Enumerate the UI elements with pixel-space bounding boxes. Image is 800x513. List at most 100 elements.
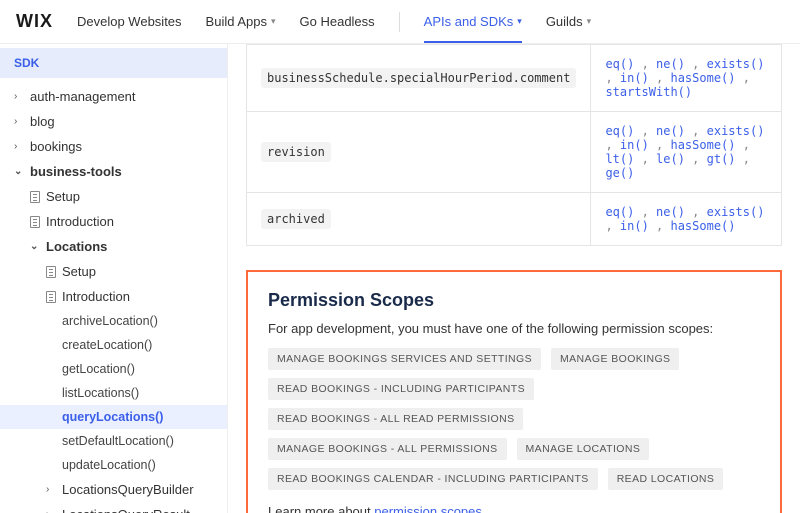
top-nav: WIX Develop Websites Build Apps ▾ Go Hea… (0, 0, 800, 44)
sidebar-item-business-tools[interactable]: ⌄ business-tools (0, 159, 227, 184)
filter-fn-link[interactable]: exists() (707, 205, 765, 219)
permission-tags: MANAGE BOOKINGS SERVICES AND SETTINGS MAN… (268, 348, 760, 490)
permission-tag: MANAGE LOCATIONS (517, 438, 650, 460)
nav-develop-websites[interactable]: Develop Websites (77, 14, 182, 29)
sidebar-item-label: business-tools (30, 164, 122, 179)
sidebar-item-bookings[interactable]: › bookings (0, 134, 227, 159)
separator: , (634, 152, 656, 166)
permission-tag: READ LOCATIONS (608, 468, 724, 490)
sidebar-item-label: LocationsQueryResult (62, 507, 190, 513)
sidebar-fn-item[interactable]: setDefaultLocation() (0, 429, 227, 453)
filter-fn-link[interactable]: exists() (707, 57, 765, 71)
sidebar-item-locations-intro[interactable]: Introduction (0, 284, 227, 309)
filter-fn-link[interactable]: ge() (605, 166, 634, 180)
nav-build-apps[interactable]: Build Apps ▾ (206, 14, 276, 29)
nav-label: Build Apps (206, 14, 267, 29)
sidebar-item-label: Setup (62, 264, 96, 279)
nav-apis-sdks[interactable]: APIs and SDKs ▾ (424, 14, 522, 43)
filter-fn-link[interactable]: eq() (605, 205, 634, 219)
sidebar-item-label: LocationsQueryBuilder (62, 482, 194, 497)
separator: , (634, 124, 656, 138)
permission-scopes-link[interactable]: permission scopes (374, 504, 482, 513)
sidebar-item-label: Introduction (62, 289, 130, 304)
sidebar-fn-item[interactable]: listLocations() (0, 381, 227, 405)
permission-tag: MANAGE BOOKINGS SERVICES AND SETTINGS (268, 348, 541, 370)
sidebar-fn-item[interactable]: createLocation() (0, 333, 227, 357)
filter-fn-link[interactable]: startsWith() (605, 85, 692, 99)
sidebar-item-label: queryLocations() (62, 410, 163, 424)
separator: , (685, 124, 707, 138)
sidebar-item-label: auth-management (30, 89, 136, 104)
filter-fn-link[interactable]: hasSome() (670, 71, 735, 85)
permission-desc: For app development, you must have one o… (268, 321, 760, 336)
filter-fn-link[interactable]: ne() (656, 57, 685, 71)
chevron-right-icon: › (14, 91, 24, 102)
filter-fn-link[interactable]: ne() (656, 205, 685, 219)
sidebar-item-label: createLocation() (62, 338, 152, 352)
chevron-down-icon: ▾ (517, 16, 522, 27)
filter-fn-link[interactable]: le() (656, 152, 685, 166)
separator: , (685, 152, 707, 166)
filter-fn-link[interactable]: hasSome() (670, 219, 735, 233)
permission-tag: READ BOOKINGS - ALL READ PERMISSIONS (268, 408, 523, 430)
permission-tag: MANAGE BOOKINGS (551, 348, 679, 370)
document-icon (46, 291, 56, 303)
filter-fn-link[interactable]: eq() (605, 124, 634, 138)
chevron-down-icon: ▾ (271, 16, 276, 27)
separator: , (634, 57, 656, 71)
filter-fn-link[interactable]: lt() (605, 152, 634, 166)
sidebar-item-introduction[interactable]: Introduction (0, 209, 227, 234)
sidebar-fn-item[interactable]: getLocation() (0, 357, 227, 381)
wix-logo[interactable]: WIX (16, 11, 53, 32)
chevron-down-icon: ▾ (587, 16, 592, 27)
filters-cell: eq() , ne() , exists() , in() , hasSome(… (591, 193, 782, 246)
filter-fn-link[interactable]: in() (620, 138, 649, 152)
field-cell: archived (247, 193, 591, 246)
sidebar-item-auth-management[interactable]: › auth-management (0, 84, 227, 109)
document-icon (30, 216, 40, 228)
filter-fn-link[interactable]: ne() (656, 124, 685, 138)
sidebar-item-locations-query-result[interactable]: › LocationsQueryResult (0, 502, 227, 513)
nav-guilds[interactable]: Guilds ▾ (546, 14, 591, 29)
field-code: businessSchedule.specialHourPeriod.comme… (261, 68, 576, 88)
permission-learn-more: Learn more about permission scopes. (268, 504, 760, 513)
sidebar: SDK › auth-management › blog › bookings … (0, 44, 228, 513)
sidebar-item-locations[interactable]: ⌄ Locations (0, 234, 227, 259)
filters-cell: eq() , ne() , exists() , in() , hasSome(… (591, 112, 782, 193)
nav-label: Go Headless (300, 14, 375, 29)
sidebar-fn-item[interactable]: archiveLocation() (0, 309, 227, 333)
filter-fn-link[interactable]: in() (620, 219, 649, 233)
sidebar-item-label: Locations (46, 239, 107, 254)
separator: , (605, 138, 619, 152)
text: Learn more about (268, 504, 374, 513)
filter-fn-link[interactable]: hasSome() (670, 138, 735, 152)
document-icon (30, 191, 40, 203)
nav-go-headless[interactable]: Go Headless (300, 14, 375, 29)
sidebar-item-label: Setup (46, 189, 80, 204)
filter-fn-link[interactable]: in() (620, 71, 649, 85)
sidebar-fn-item[interactable]: queryLocations() (0, 405, 227, 429)
field-code: archived (261, 209, 331, 229)
sidebar-fn-item[interactable]: updateLocation() (0, 453, 227, 477)
filter-fn-link[interactable]: eq() (605, 57, 634, 71)
sidebar-item-setup[interactable]: Setup (0, 184, 227, 209)
separator: , (736, 152, 750, 166)
sidebar-item-locations-setup[interactable]: Setup (0, 259, 227, 284)
separator: , (649, 71, 671, 85)
separator: , (736, 138, 750, 152)
sidebar-item-label: listLocations() (62, 386, 139, 400)
permission-scopes-box: Permission Scopes For app development, y… (246, 270, 782, 513)
sidebar-item-blog[interactable]: › blog (0, 109, 227, 134)
separator: , (685, 205, 707, 219)
text: . (482, 504, 486, 513)
separator: , (736, 71, 750, 85)
filter-fn-link[interactable]: gt() (707, 152, 736, 166)
filters-table: businessSchedule.specialHourPeriod.comme… (246, 44, 782, 246)
filter-fn-link[interactable]: exists() (707, 124, 765, 138)
separator: , (649, 138, 671, 152)
chevron-right-icon: › (14, 116, 24, 127)
sidebar-item-locations-query-builder[interactable]: › LocationsQueryBuilder (0, 477, 227, 502)
sidebar-heading[interactable]: SDK (0, 48, 227, 78)
sidebar-item-label: bookings (30, 139, 82, 154)
separator: , (605, 71, 619, 85)
